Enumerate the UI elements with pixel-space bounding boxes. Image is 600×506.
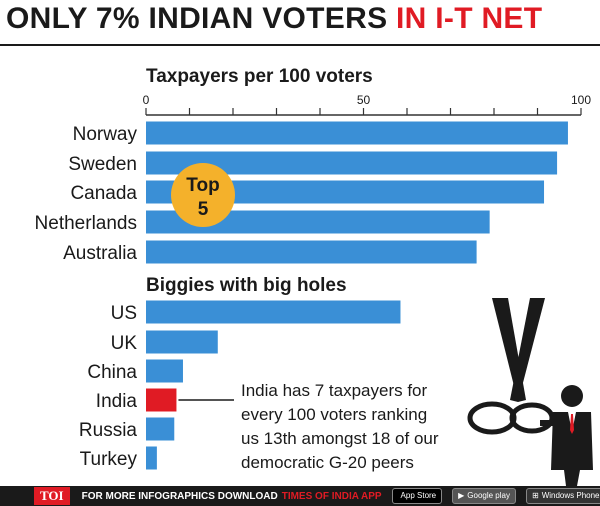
bar-china (146, 359, 183, 383)
windows-store-badge[interactable]: ⊞ Windows Phone (525, 488, 600, 504)
decorations: Top 5 India has 7 taxpayers for every 100 v… (171, 163, 593, 486)
bar-russia (146, 417, 175, 441)
category-label-china: China (87, 362, 137, 383)
app-store-label: App Store (400, 491, 437, 500)
category-label-russia: Russia (79, 420, 138, 441)
category-label-us: US (111, 303, 137, 324)
bar-india (146, 388, 177, 412)
headline-part-1: ONLY 7% INDIAN VOTERS (6, 2, 397, 35)
app-store-badge[interactable]: App Store (391, 488, 443, 504)
footer-text: FOR MORE INFOGRAPHICS DOWNLOAD (81, 490, 278, 502)
scissors-handle-left (467, 401, 517, 435)
top5-badge-line1: Top (186, 175, 219, 196)
x-tick-label-50: 50 (357, 93, 371, 107)
scissors-icon (467, 298, 555, 435)
scissors-handle-right (509, 402, 555, 434)
bar-uk (146, 330, 218, 354)
x-tick-label-100: 100 (571, 93, 591, 107)
top5-badge-circle (171, 163, 235, 227)
category-label-netherlands: Netherlands (35, 213, 137, 234)
bar-turkey (146, 446, 157, 470)
headline: ONLY 7% INDIAN VOTERS IN I-T NET (6, 2, 542, 36)
annotation-line-3: us 13th amongst 18 of our (241, 429, 439, 448)
google-play-label: Google play (467, 491, 510, 500)
scissors-blade-right (510, 298, 545, 402)
category-label-australia: Australia (63, 243, 137, 264)
x-tick-label-0: 0 (143, 93, 150, 107)
bar-australia (146, 240, 477, 264)
category-label-canada: Canada (70, 183, 137, 204)
taxpayers-bar-chart: Taxpayers per 100 voters 0 50 100 Norway Sw… (35, 66, 593, 486)
businessman-tie (570, 414, 574, 434)
headline-rule (0, 44, 600, 46)
toi-logo: TOI (34, 487, 70, 505)
headline-part-2: IN I-T NET (396, 2, 543, 35)
group-title-biggies: Biggies with big holes (146, 275, 347, 296)
windows-icon: ⊞ (531, 491, 539, 500)
category-label-uk: UK (111, 333, 138, 354)
category-label-norway: Norway (73, 124, 138, 145)
annotation-line-2: every 100 voters ranking (241, 405, 427, 424)
google-play-icon: ▶ (458, 491, 465, 500)
google-play-badge[interactable]: ▶ Google play (452, 488, 516, 504)
annotation-line-4: democratic G-20 peers (241, 453, 414, 472)
category-label-india: India (96, 391, 138, 412)
bar-netherlands (146, 210, 490, 234)
businessman-body (551, 412, 593, 486)
category-label-turkey: Turkey (80, 449, 138, 470)
bar-norway (146, 121, 568, 145)
windows-label: Windows Phone (541, 491, 600, 500)
top5-badge-line2: 5 (198, 199, 209, 220)
footer-app-name: TIMES OF INDIA APP (281, 490, 382, 502)
bar-us (146, 300, 401, 324)
businessman-icon (540, 385, 593, 486)
bar-canada (146, 180, 545, 204)
x-axis: 0 50 100 (143, 93, 591, 116)
chart-title: Taxpayers per 100 voters (146, 66, 373, 87)
bar-sweden (146, 151, 558, 175)
businessman-arm (540, 420, 556, 426)
bars: Norway Sweden Canada Netherlands Australia Bi… (35, 121, 568, 470)
businessman-head (561, 385, 583, 407)
footer-bar: TOI FOR MORE INFOGRAPHICS DOWNLOAD TIMES… (0, 486, 600, 506)
category-label-sweden: Sweden (68, 154, 137, 175)
annotation-line-1: India has 7 taxpayers for (241, 381, 428, 400)
